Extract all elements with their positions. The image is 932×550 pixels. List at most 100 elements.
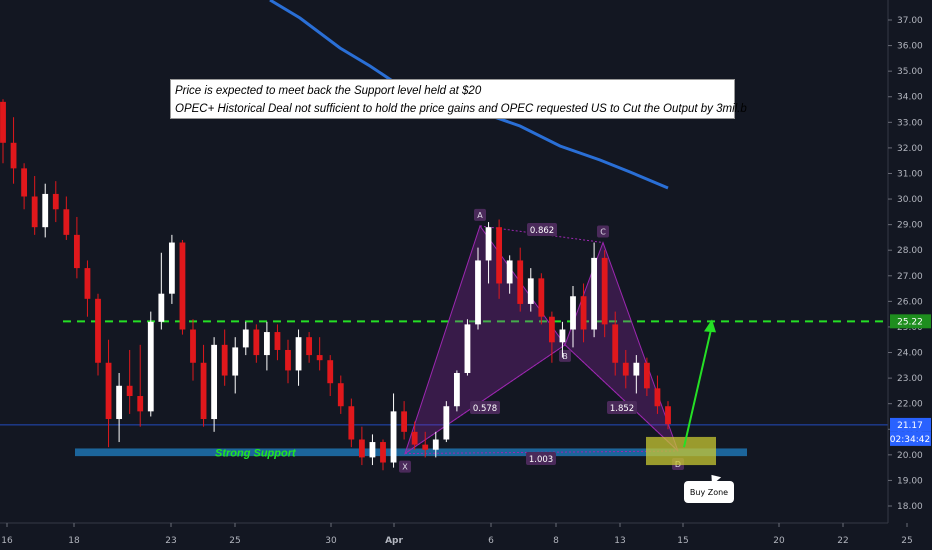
support-label: Strong Support <box>215 447 297 459</box>
candle-body <box>31 196 38 228</box>
candle-body <box>52 193 59 210</box>
candle <box>327 355 334 397</box>
x-tick-label: 8 <box>553 536 559 546</box>
candle-body <box>295 337 302 371</box>
candle-body <box>42 193 49 228</box>
y-tick-label: 32.00 <box>897 144 923 154</box>
candle-body <box>263 332 270 356</box>
time-axis[interactable]: 16 18 23 25 30 Apr 6 8 13 15 20 22 25 <box>0 522 913 546</box>
y-tick-label: 27.00 <box>897 272 923 282</box>
target-arrow-line <box>683 325 713 448</box>
price-axis[interactable]: 18.0019.0020.0021.0022.0023.0024.0025.00… <box>887 0 931 523</box>
candle-body <box>422 444 429 450</box>
candle-body <box>179 242 186 330</box>
candle-body <box>232 347 239 376</box>
ratio-line-xb <box>404 344 566 454</box>
candle-body <box>95 298 101 363</box>
candle-body <box>358 439 365 458</box>
y-tick-label: 34.00 <box>897 93 923 103</box>
target-price-label-bg <box>890 314 931 329</box>
candle-body <box>380 442 386 463</box>
y-tick-label: 20.00 <box>897 451 923 461</box>
y-tick-label: 22.00 <box>897 400 923 410</box>
candle <box>63 196 70 240</box>
target-price-label[interactable]: 25.22 <box>897 317 923 327</box>
pattern-point-x: X <box>402 463 408 472</box>
candle <box>285 339 291 384</box>
candle-body <box>559 329 566 343</box>
candle-body <box>168 242 175 294</box>
candle <box>348 398 355 448</box>
candle <box>253 324 260 363</box>
candle-body <box>137 396 144 412</box>
x-tick-label: 22 <box>837 536 848 546</box>
candle-body <box>242 329 249 348</box>
candle <box>517 247 524 312</box>
candle <box>21 163 28 210</box>
candle <box>390 393 397 468</box>
candle <box>31 176 38 235</box>
candle-body <box>10 142 17 169</box>
pattern-point-c: C <box>600 228 606 237</box>
candle-body <box>570 296 576 330</box>
candle <box>453 370 460 412</box>
candle <box>464 319 471 376</box>
x-tick-label: 25 <box>901 536 912 546</box>
ratio-box <box>470 401 500 414</box>
buy-zone-label: Buy Zone <box>689 487 729 497</box>
annotation-line-2: OPEC+ Historical Deal not sufficient to … <box>175 103 747 115</box>
candle-body <box>517 260 524 304</box>
pattern-point-a: A <box>477 211 483 220</box>
x-tick-label: 23 <box>165 536 176 546</box>
candle <box>443 401 450 443</box>
candle-body <box>200 362 207 420</box>
x-tick-label: 25 <box>229 536 240 546</box>
candle <box>432 431 439 458</box>
y-tick-label: 28.00 <box>897 246 923 256</box>
candle-body <box>443 406 450 440</box>
countdown-label[interactable]: 02:34:42 <box>890 435 930 445</box>
candle <box>580 283 587 343</box>
candle <box>295 329 302 386</box>
candle <box>73 216 80 279</box>
candle <box>633 355 640 394</box>
candle <box>337 375 344 414</box>
candle-body <box>337 383 344 407</box>
candle-body <box>485 227 492 261</box>
candle <box>358 426 365 466</box>
y-tick-label: 37.00 <box>897 16 923 26</box>
ratio-label: 0.862 <box>530 226 554 236</box>
candle-body <box>84 268 91 299</box>
buy-zone-callout[interactable]: Buy Zone <box>684 481 734 503</box>
candle <box>179 239 186 335</box>
candle-body <box>158 293 165 322</box>
candle-body <box>527 278 534 304</box>
candle <box>95 293 101 376</box>
current-price-label[interactable]: 21.17 <box>897 421 923 431</box>
pattern-point-box <box>399 460 411 473</box>
candle-body <box>633 362 640 376</box>
candle-body <box>285 349 291 371</box>
candle-body <box>622 362 629 376</box>
candle <box>147 311 154 417</box>
candle <box>643 357 650 397</box>
candle-body <box>464 324 471 373</box>
candle <box>105 339 112 448</box>
y-tick-label: 33.00 <box>897 118 923 128</box>
annotation-box[interactable]: Price is expected to meet back the Suppo… <box>170 79 747 119</box>
pattern-point-b: B <box>562 352 568 361</box>
candle <box>538 273 545 325</box>
x-tick-label: 16 <box>1 536 13 546</box>
ratio-box <box>527 223 557 236</box>
support-zone <box>75 448 747 457</box>
candle-body <box>548 316 555 343</box>
candle-body <box>432 439 439 450</box>
ratio-box <box>607 401 637 414</box>
candle <box>158 252 165 330</box>
candle <box>612 311 619 376</box>
x-tick-label: 15 <box>677 536 688 546</box>
candle-body <box>21 168 28 197</box>
pattern-point-box <box>474 208 486 221</box>
candle <box>0 99 6 164</box>
